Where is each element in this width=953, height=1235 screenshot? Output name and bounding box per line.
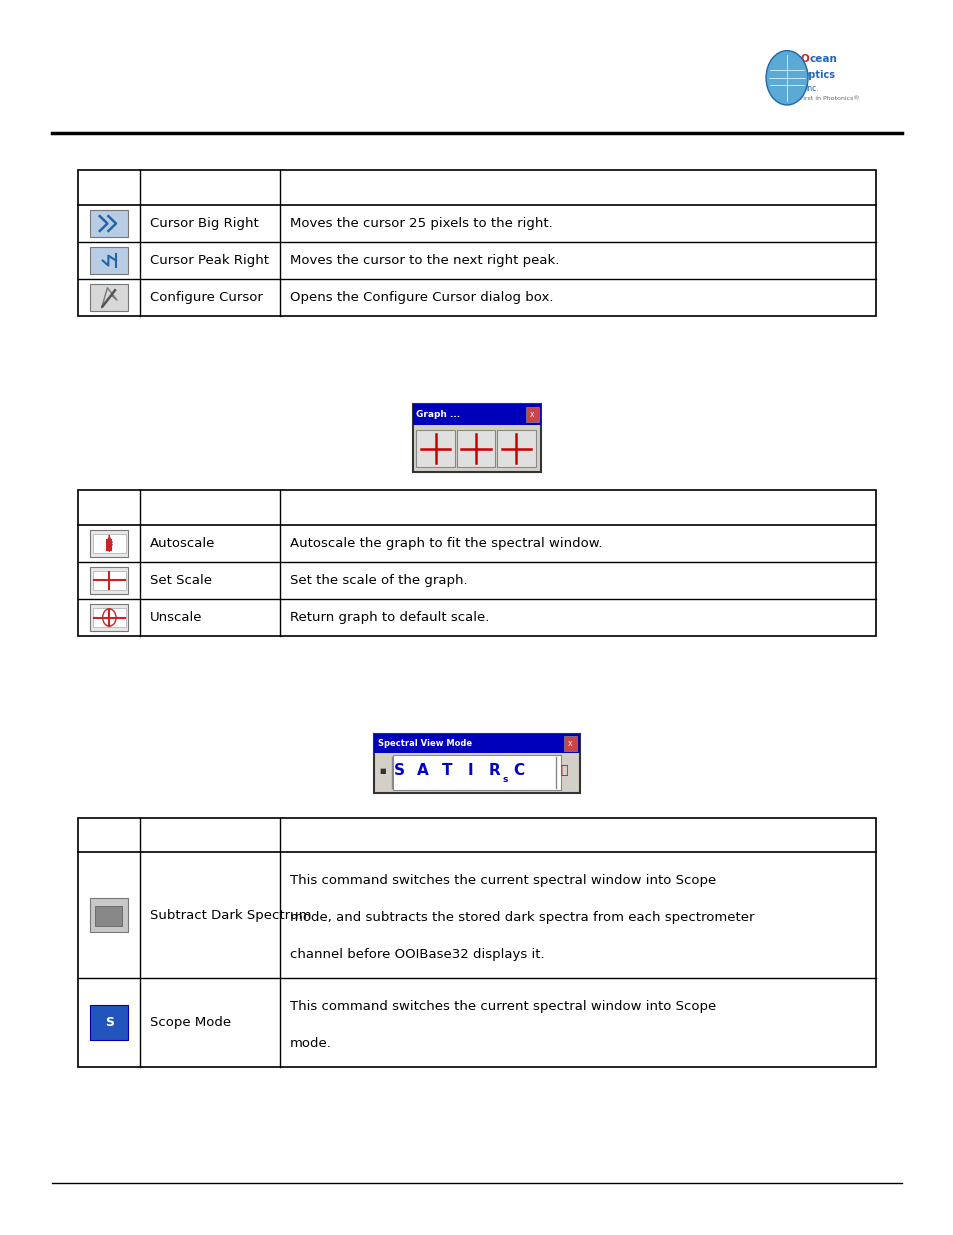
Text: Cursor Big Right: Cursor Big Right <box>150 217 258 230</box>
Bar <box>91 1005 129 1040</box>
Text: Autoscale: Autoscale <box>150 537 215 550</box>
Text: mode, and subtracts the stored dark spectra from each spectrometer: mode, and subtracts the stored dark spec… <box>290 911 753 925</box>
Text: Cursor Peak Right: Cursor Peak Right <box>150 254 269 267</box>
Bar <box>91 604 129 631</box>
Text: A: A <box>416 763 429 778</box>
Text: Moves the cursor to the next right peak.: Moves the cursor to the next right peak. <box>290 254 558 267</box>
Text: C: C <box>513 763 523 778</box>
Bar <box>526 406 537 422</box>
Text: Graph ...: Graph ... <box>416 410 460 419</box>
Text: S: S <box>105 1016 113 1029</box>
Bar <box>91 898 129 932</box>
Text: ■: ■ <box>379 768 385 774</box>
Bar <box>563 736 576 751</box>
Text: T: T <box>441 763 452 778</box>
Text: Moves the cursor 25 pixels to the right.: Moves the cursor 25 pixels to the right. <box>290 217 552 230</box>
Bar <box>93 534 126 553</box>
Bar <box>393 755 560 790</box>
Bar <box>412 404 541 425</box>
Text: Configure Cursor: Configure Cursor <box>150 291 263 304</box>
Bar <box>93 571 126 590</box>
Text: Set Scale: Set Scale <box>150 574 212 587</box>
Text: Scope Mode: Scope Mode <box>150 1016 231 1029</box>
Bar <box>91 284 129 311</box>
Text: x: x <box>530 410 534 419</box>
Text: This command switches the current spectral window into Scope: This command switches the current spectr… <box>290 874 715 888</box>
Bar <box>78 490 875 636</box>
Text: Return graph to default scale.: Return graph to default scale. <box>290 611 488 624</box>
Bar <box>107 538 112 551</box>
Bar <box>78 818 875 1067</box>
Bar <box>91 247 129 274</box>
Bar <box>374 734 578 752</box>
Bar <box>497 430 536 468</box>
Text: First in Photonics®: First in Photonics® <box>800 96 859 101</box>
Bar <box>374 734 578 793</box>
Text: S: S <box>394 763 404 778</box>
Text: Inc.: Inc. <box>804 84 818 94</box>
Text: Autoscale the graph to fit the spectral window.: Autoscale the graph to fit the spectral … <box>290 537 601 550</box>
Bar <box>456 430 495 468</box>
Text: Optics: Optics <box>800 70 835 80</box>
Text: Opens the Configure Cursor dialog box.: Opens the Configure Cursor dialog box. <box>290 291 553 304</box>
Text: mode.: mode. <box>290 1037 331 1051</box>
Bar <box>416 430 455 468</box>
Text: Set the scale of the graph.: Set the scale of the graph. <box>290 574 467 587</box>
Bar <box>91 210 129 237</box>
Text: I: I <box>468 763 473 778</box>
Text: R: R <box>488 763 500 778</box>
Text: Subtract Dark Spectrum: Subtract Dark Spectrum <box>150 909 311 921</box>
Bar <box>78 170 875 316</box>
Text: O: O <box>800 54 808 64</box>
Text: x: x <box>568 739 572 747</box>
Bar <box>91 567 129 594</box>
Text: ⌖: ⌖ <box>560 764 567 777</box>
Circle shape <box>765 51 807 105</box>
Text: Unscale: Unscale <box>150 611 202 624</box>
Text: Spectral View Mode: Spectral View Mode <box>377 739 472 747</box>
Text: s: s <box>502 776 507 784</box>
Text: channel before OOIBase32 displays it.: channel before OOIBase32 displays it. <box>290 948 543 962</box>
Bar <box>93 608 126 627</box>
Bar <box>95 906 122 926</box>
Bar <box>91 530 129 557</box>
Text: cean: cean <box>809 54 837 64</box>
Bar <box>412 404 541 472</box>
Text: This command switches the current spectral window into Scope: This command switches the current spectr… <box>290 1000 715 1014</box>
